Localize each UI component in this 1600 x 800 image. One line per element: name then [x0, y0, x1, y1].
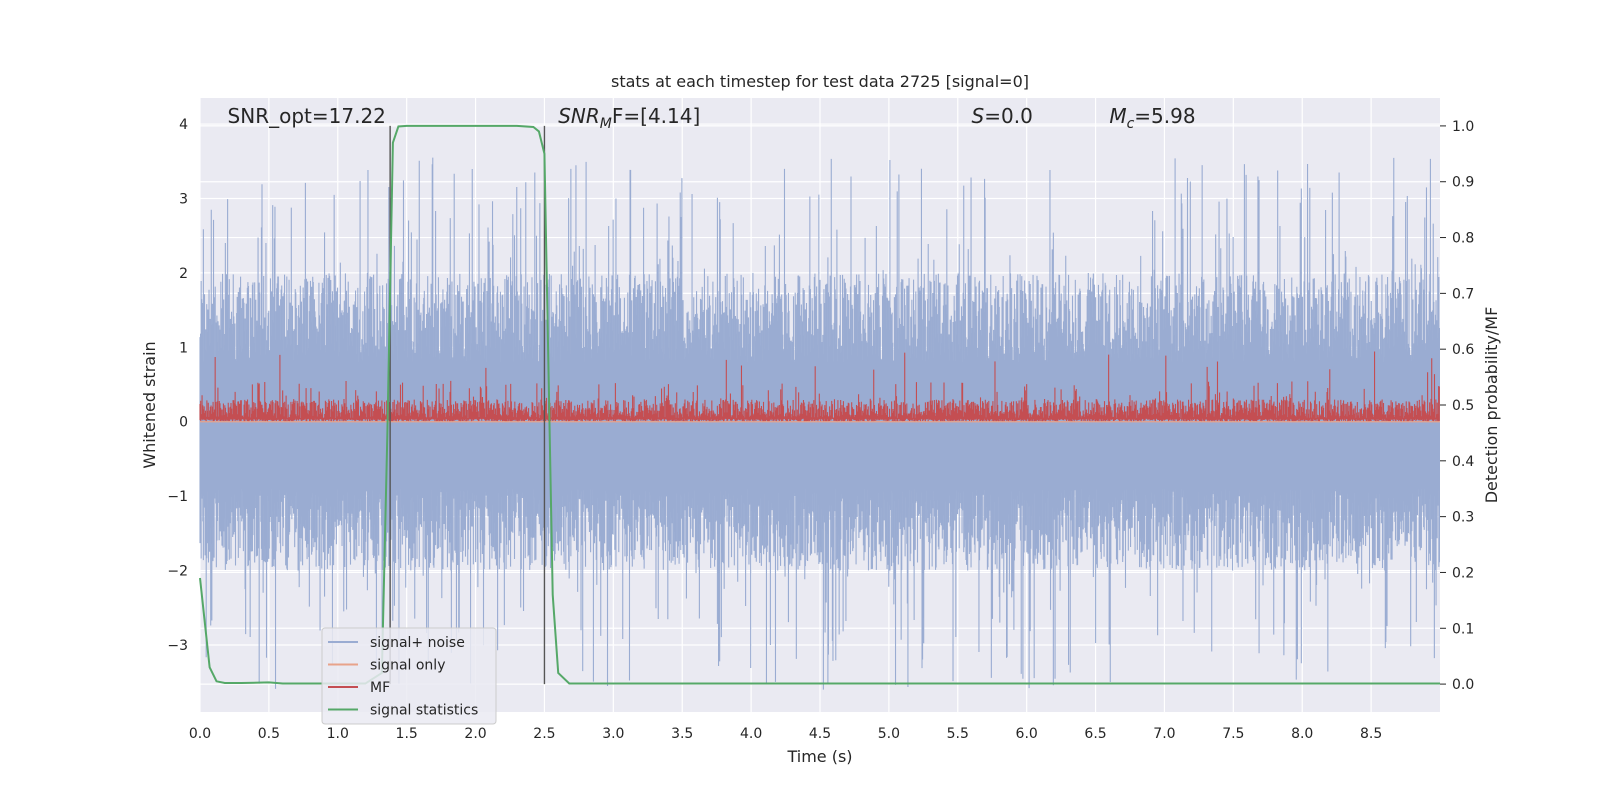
x-tick-label: 0.5: [258, 726, 280, 742]
legend-label: MF: [370, 680, 390, 696]
y-axis-label-right: Detection probability/MF: [1482, 307, 1501, 504]
legend-label: signal only: [370, 658, 445, 674]
y-right-tick-label: 0.8: [1452, 231, 1474, 247]
x-tick-label: 7.5: [1222, 726, 1244, 742]
x-tick-label: 3.5: [671, 726, 693, 742]
legend-label: signal statistics: [370, 703, 478, 719]
y-tick-label: −2: [167, 564, 188, 580]
y-axis-label-left: Whitened strain: [140, 341, 159, 468]
annotation-s-value: S=0.0: [972, 104, 1033, 128]
y-right-tick-label: 0.7: [1452, 286, 1474, 302]
x-tick-label: 2.5: [533, 726, 555, 742]
tick-labels: 0.0 0.5 1.0 1.5 2.0 2.5 3.0 3.5 4.0 4.5 5.0 5.5 6.0 6…: [167, 117, 1474, 742]
y-tick-label: −1: [167, 489, 188, 505]
annotation-snr-mf: SNRMF=[4.14]: [558, 104, 700, 132]
x-tick-label: 0.0: [189, 726, 211, 742]
vertical-markers: [389, 125, 546, 685]
x-tick-label: 1.5: [396, 726, 418, 742]
mf-line: [199, 351, 1440, 422]
y-tick-label: 0: [179, 415, 188, 431]
annotations: SNR_opt=17.22 SNRMF=[4.14] S=0.0 Mc=5.98: [228, 104, 1196, 132]
x-tick-label: 8.0: [1291, 726, 1313, 742]
annotation-mc-value: Mc=5.98: [1109, 104, 1195, 132]
legend-box: [321, 627, 497, 725]
y-right-tick-label: 0.4: [1452, 454, 1474, 470]
x-tick-label: 5.5: [947, 726, 969, 742]
signal-statistics-line: [199, 124, 1440, 685]
legend: signal+ noise signal only MF signal statist…: [321, 627, 497, 725]
x-tick-label: 7.0: [1153, 726, 1175, 742]
y-tick-label: 4: [179, 117, 188, 133]
y-right-tick-label: 0.6: [1452, 342, 1474, 358]
y-right-tick-label: 0.0: [1452, 677, 1474, 693]
x-tick-label: 6.0: [1016, 726, 1038, 742]
annotation-snr-opt: SNR_opt=17.22: [228, 104, 386, 128]
y-right-tick-label: 0.9: [1452, 175, 1474, 191]
x-axis-label: Time (s): [786, 747, 852, 766]
x-tick-label: 3.0: [602, 726, 624, 742]
y-tick-label: 2: [179, 266, 188, 282]
y-right-tick-label: 1.0: [1452, 119, 1474, 135]
legend-label: signal+ noise: [370, 635, 465, 651]
y-tick-label: 3: [179, 191, 188, 207]
series-mf: [199, 351, 1440, 422]
x-tick-label: 6.5: [1084, 726, 1106, 742]
y-right-tick-label: 0.3: [1452, 510, 1474, 526]
y-tick-label: 1: [179, 340, 188, 356]
y-right-tick-label: 0.2: [1452, 565, 1474, 581]
y-right-tick-label: 0.1: [1452, 621, 1474, 637]
series-signal-statistics: [199, 124, 1440, 685]
x-tick-label: 4.0: [740, 726, 762, 742]
y-tick-label: −3: [167, 638, 188, 654]
x-tick-label: 1.0: [327, 726, 349, 742]
x-tick-label: 5.0: [878, 726, 900, 742]
x-tick-label: 8.5: [1360, 726, 1382, 742]
x-tick-label: 2.0: [464, 726, 486, 742]
chart-title: stats at each timestep for test data 272…: [611, 72, 1029, 91]
y-right-tick-label: 0.5: [1452, 398, 1474, 414]
x-tick-label: 4.5: [809, 726, 831, 742]
